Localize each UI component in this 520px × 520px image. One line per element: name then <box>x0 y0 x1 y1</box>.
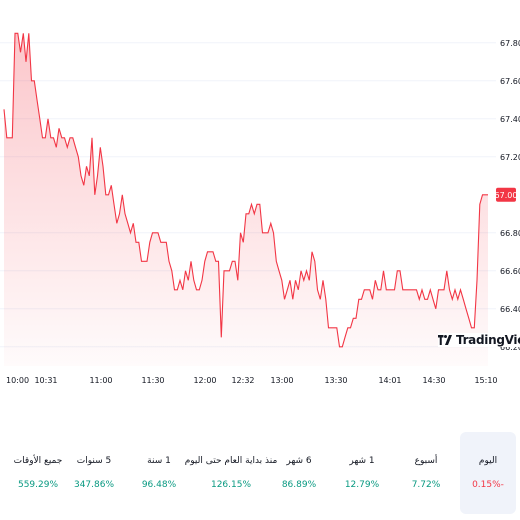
perf-today[interactable]: اليوم 0.15%- <box>460 432 516 514</box>
perf-1-month[interactable]: 1 شهر 12.79% <box>334 432 390 514</box>
perf-1-year[interactable]: 1 سنة 96.48% <box>131 432 187 514</box>
perf-5-years[interactable]: 5 سنوات 347.86% <box>66 432 122 514</box>
perf-label: منذ بداية العام حتى اليوم <box>184 456 278 466</box>
x-tick-label: 14:30 <box>422 376 445 385</box>
perf-label: اليوم <box>478 456 498 466</box>
x-tick-label: 11:00 <box>89 376 112 385</box>
price-area-fill <box>4 33 488 367</box>
perf-value: 347.86% <box>73 480 115 490</box>
y-tick-label: 67.60 <box>500 77 520 86</box>
perf-label: 1 سنة <box>147 456 171 466</box>
perf-6-months[interactable]: 6 شهر 86.89% <box>271 432 327 514</box>
tradingview-watermark: TradingView <box>438 333 520 347</box>
y-tick-label: 67.40 <box>500 115 520 124</box>
x-tick-label: 13:00 <box>270 376 293 385</box>
x-axis: 10:00 10:31 11:00 11:30 12:00 12:32 13:00 13:30… <box>6 376 498 385</box>
x-tick-label: 13:30 <box>324 376 347 385</box>
y-axis: 67.80 67.60 67.40 67.20 66.80 66.60 66.40 66.20 <box>500 39 520 352</box>
y-tick-label: 66.60 <box>500 267 520 276</box>
x-tick-label: 15:10 <box>474 376 497 385</box>
perf-value: 96.48% <box>141 480 177 490</box>
perf-value: 7.72% <box>411 480 441 490</box>
y-tick-label: 67.20 <box>500 153 520 162</box>
performance-row: جميع الأوقات 559.29% 5 سنوات 347.86% 1 س… <box>0 432 520 514</box>
x-tick-label: 10:31 <box>34 376 57 385</box>
x-tick-label: 12:32 <box>231 376 254 385</box>
perf-value: 559.29% <box>17 480 59 490</box>
perf-value: 126.15% <box>210 480 252 490</box>
price-line <box>3 32 488 348</box>
x-tick-label: 14:01 <box>378 376 401 385</box>
perf-label: 1 شهر <box>349 456 375 466</box>
perf-label: جميع الأوقات <box>13 456 63 466</box>
perf-label: 5 سنوات <box>76 456 112 466</box>
x-tick-label: 10:00 <box>6 376 29 385</box>
perf-value: 0.15%- <box>472 480 504 490</box>
last-price-label: 67.00 <box>495 191 518 200</box>
perf-week[interactable]: أسبوع 7.72% <box>398 432 454 514</box>
x-tick-label: 11:30 <box>141 376 164 385</box>
price-chart[interactable]: 67.80 67.60 67.40 67.20 66.80 66.60 66.40 66.20… <box>0 0 520 400</box>
y-tick-label: 66.20 <box>500 343 520 352</box>
x-tick-label: 12:00 <box>193 376 216 385</box>
y-tick-label: 67.80 <box>500 39 520 48</box>
perf-value: 86.89% <box>281 480 317 490</box>
watermark-text: TradingView <box>456 333 520 347</box>
tradingview-logo-icon <box>438 335 452 345</box>
y-tick-label: 66.80 <box>500 229 520 238</box>
perf-label: أسبوع <box>414 456 438 466</box>
perf-label: 6 شهر <box>286 456 312 466</box>
perf-ytd[interactable]: منذ بداية العام حتى اليوم 126.15% <box>185 432 278 514</box>
y-tick-label: 66.40 <box>500 305 520 314</box>
perf-all-time[interactable]: جميع الأوقات 559.29% <box>10 432 66 514</box>
last-price-badge: 67.00 <box>495 187 518 202</box>
perf-value: 12.79% <box>344 480 380 490</box>
